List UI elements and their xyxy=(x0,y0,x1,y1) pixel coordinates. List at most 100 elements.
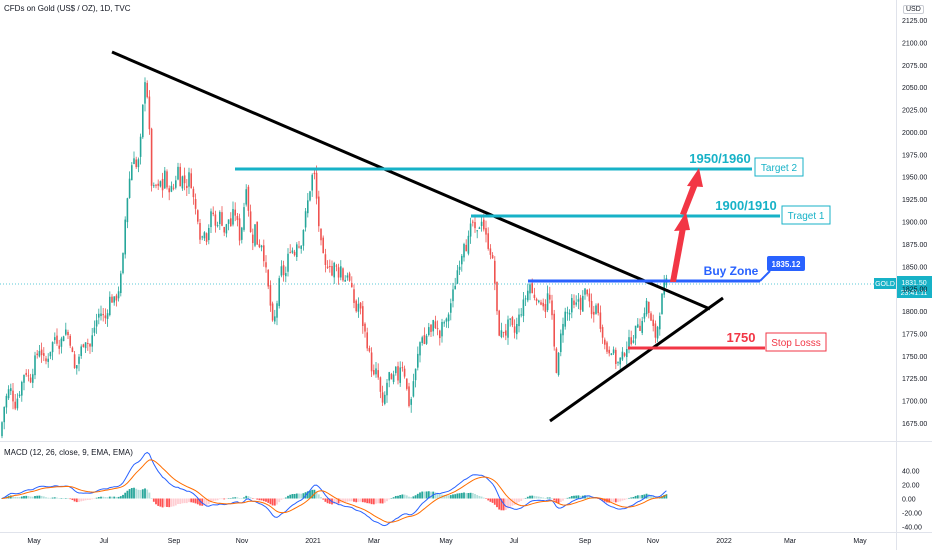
candle-body xyxy=(340,266,342,278)
macd-histogram-bar xyxy=(84,498,87,501)
candle-body xyxy=(296,244,298,258)
macd-histogram-bar xyxy=(240,498,243,499)
macd-histogram-bar xyxy=(267,498,270,503)
macd-histogram-bar xyxy=(361,498,364,503)
macd-histogram-bar xyxy=(56,497,58,499)
candle-body xyxy=(353,289,355,303)
macd-histogram-bar xyxy=(485,498,487,499)
candle-body xyxy=(375,368,377,375)
candle-body xyxy=(21,381,23,396)
macd-histogram-bar xyxy=(53,497,56,499)
candle-body xyxy=(586,289,588,295)
candle-body xyxy=(553,313,555,347)
macd-histogram-bar xyxy=(298,493,300,499)
macd-histogram-bar xyxy=(95,497,98,499)
macd-histogram-bar xyxy=(397,495,399,499)
macd-histogram-bar xyxy=(386,498,388,502)
candle-body xyxy=(615,349,617,364)
macd-histogram-bar xyxy=(214,498,217,501)
macd-histogram-bar xyxy=(621,498,624,501)
macd-histogram-bar xyxy=(394,495,397,499)
candle-body xyxy=(461,255,463,265)
candle-body xyxy=(227,219,230,224)
candle-body xyxy=(285,273,287,277)
candle-body xyxy=(324,254,327,265)
candle-body xyxy=(513,326,516,333)
macd-histogram-bar xyxy=(223,498,226,500)
price-tick-label: 1850.00 xyxy=(902,264,927,271)
candle-body xyxy=(630,337,632,345)
candle-body xyxy=(256,221,258,245)
candle-body xyxy=(157,183,159,186)
macd-histogram-bar xyxy=(434,492,437,499)
candle-body xyxy=(188,172,190,187)
candle-body xyxy=(87,343,89,345)
macd-histogram-bar xyxy=(557,498,560,504)
macd-histogram-bar xyxy=(29,496,32,499)
macd-histogram-bar xyxy=(166,498,168,507)
macd-histogram-bar xyxy=(27,495,30,499)
candle-body xyxy=(65,329,67,335)
candle-body xyxy=(124,219,126,255)
macd-histogram-bar xyxy=(454,494,457,499)
candle-body xyxy=(392,374,395,382)
macd-histogram-bar xyxy=(25,495,28,499)
macd-histogram-bar xyxy=(452,494,454,499)
macd-histogram-bar xyxy=(350,498,353,502)
candle-body xyxy=(434,321,437,329)
candle-body xyxy=(181,176,184,189)
macd-histogram-bar xyxy=(245,495,248,499)
candle-body xyxy=(656,326,659,339)
macd-histogram-bar xyxy=(474,493,476,499)
macd-histogram-bar xyxy=(333,498,336,504)
candle-body xyxy=(399,367,401,383)
candle-body xyxy=(135,159,137,168)
macd-axis[interactable]: 40.00 20.00 0.00 -20.00 -40.00 xyxy=(902,469,922,532)
candle-body xyxy=(38,351,41,357)
macd-histogram-bar xyxy=(408,496,410,499)
candle-body xyxy=(423,335,426,345)
price-tick-label: 2100.00 xyxy=(902,40,927,47)
macd-histogram-bar xyxy=(414,495,417,499)
candle-body xyxy=(447,314,450,322)
macd-histogram-bar xyxy=(119,496,122,499)
candle-body xyxy=(265,262,267,268)
macd-histogram-bar xyxy=(199,498,201,506)
buy-zone-connector xyxy=(759,270,771,282)
macd-histogram-bar xyxy=(665,494,668,499)
candle-body xyxy=(126,198,129,223)
candle-body xyxy=(78,356,80,364)
macd-histogram-bar xyxy=(36,495,39,499)
candle-body xyxy=(652,319,654,326)
macd-histogram-bar xyxy=(14,496,17,499)
macd-histogram-bar xyxy=(122,494,124,499)
candle-body xyxy=(478,227,481,229)
macd-histogram-bar xyxy=(273,498,276,506)
macd-histogram-bar xyxy=(111,496,113,499)
macd-histogram-bar xyxy=(438,494,441,499)
macd-histogram-bar xyxy=(551,498,553,499)
candle-body xyxy=(287,253,289,272)
macd-histogram-bar xyxy=(302,493,305,499)
macd-histogram-bar xyxy=(480,496,483,499)
macd-histogram-bar xyxy=(64,498,67,499)
candle-body xyxy=(632,340,635,343)
candle-body xyxy=(379,377,382,392)
macd-histogram-bar xyxy=(500,498,503,511)
candle-body xyxy=(579,297,582,310)
price-axis[interactable]: 2125.00 2100.00 2075.00 2050.00 2025.00 2000.… xyxy=(902,18,927,428)
candle-body xyxy=(491,255,494,259)
macd-histogram-bar xyxy=(225,498,228,500)
candle-body xyxy=(557,352,560,375)
macd-histogram-bar xyxy=(636,495,639,499)
candle-body xyxy=(601,327,604,338)
macd-histogram-bar xyxy=(247,496,250,499)
candle-body xyxy=(142,104,144,138)
candle-body xyxy=(199,222,201,240)
macd-histogram-bar xyxy=(271,498,274,506)
price-tick-label: 1750.00 xyxy=(902,354,927,361)
candle-body xyxy=(234,209,236,216)
candle-body xyxy=(612,349,615,354)
time-axis[interactable]: May Jul Sep Nov 2021 Mar May Jul Sep Nov 2022 Mar Ma… xyxy=(27,538,867,545)
